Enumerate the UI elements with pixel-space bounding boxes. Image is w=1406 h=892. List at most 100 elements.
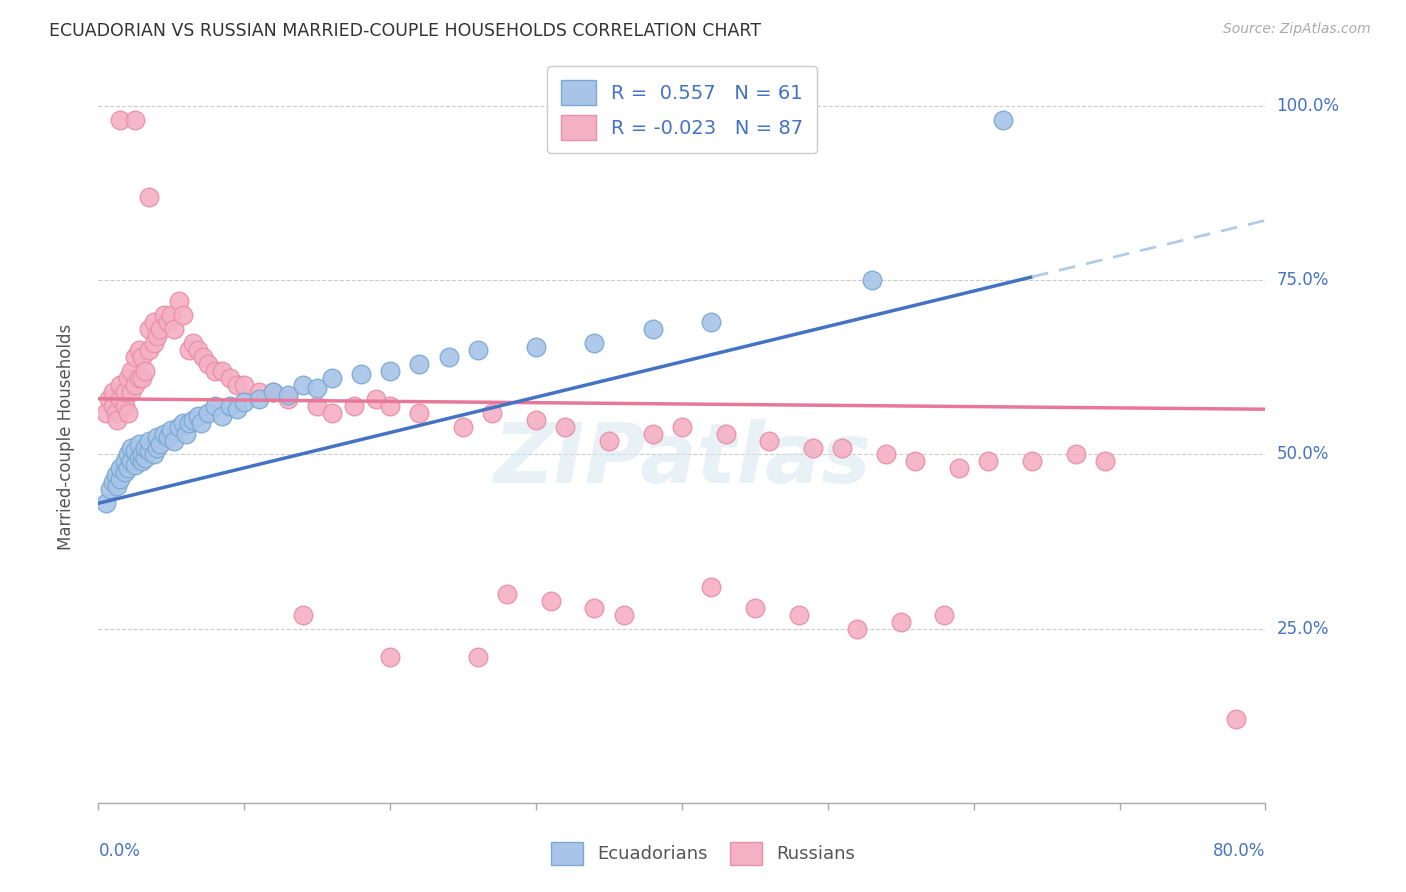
Point <box>583 336 606 351</box>
Point <box>120 384 142 399</box>
Point <box>496 587 519 601</box>
Point <box>211 364 233 378</box>
Point <box>134 441 156 455</box>
Point <box>157 430 180 444</box>
Point <box>149 437 172 451</box>
Point <box>247 384 270 399</box>
Point <box>117 448 139 462</box>
Point <box>128 450 150 465</box>
Point <box>105 479 128 493</box>
Text: 75.0%: 75.0% <box>1277 271 1329 289</box>
Point <box>131 454 153 468</box>
Point <box>163 322 186 336</box>
Point <box>138 444 160 458</box>
Point <box>758 434 780 448</box>
Point <box>187 343 209 357</box>
Point <box>142 315 165 329</box>
Point <box>101 384 124 399</box>
Point <box>226 402 249 417</box>
Point <box>128 371 150 385</box>
Point <box>934 607 956 622</box>
Point <box>598 434 620 448</box>
Point <box>110 377 132 392</box>
Point <box>193 350 215 364</box>
Point <box>612 607 634 622</box>
Point <box>104 406 127 420</box>
Point <box>117 371 139 385</box>
Point <box>172 416 194 430</box>
Point <box>277 388 299 402</box>
Point <box>291 377 314 392</box>
Point <box>1094 454 1116 468</box>
Point <box>977 454 1000 468</box>
Point <box>204 399 226 413</box>
Point <box>321 371 343 385</box>
Point <box>451 419 474 434</box>
Point <box>114 454 136 468</box>
Point <box>714 426 737 441</box>
Text: ZIPatlas: ZIPatlas <box>494 418 870 500</box>
Point <box>134 450 156 465</box>
Point <box>197 406 219 420</box>
Point <box>97 392 120 406</box>
Point <box>174 426 197 441</box>
Point <box>380 399 402 413</box>
Point <box>262 384 284 399</box>
Point <box>991 113 1014 128</box>
Point <box>831 441 853 455</box>
Point <box>437 350 460 364</box>
Point <box>110 461 132 475</box>
Text: 80.0%: 80.0% <box>1213 842 1265 860</box>
Point <box>226 377 249 392</box>
Point <box>131 371 153 385</box>
Point <box>187 409 209 424</box>
Point <box>307 381 329 395</box>
Point <box>343 399 366 413</box>
Point <box>124 458 146 472</box>
Point <box>408 357 430 371</box>
Point <box>641 426 664 441</box>
Point <box>138 343 160 357</box>
Point <box>744 600 766 615</box>
Text: 100.0%: 100.0% <box>1277 97 1340 115</box>
Point <box>787 607 810 622</box>
Point <box>291 607 314 622</box>
Point <box>138 190 160 204</box>
Point <box>94 406 117 420</box>
Point <box>247 392 270 406</box>
Point <box>481 406 503 420</box>
Point <box>120 441 142 455</box>
Point <box>190 416 212 430</box>
Point <box>181 336 204 351</box>
Point <box>197 357 219 371</box>
Point <box>875 448 897 462</box>
Point <box>801 441 824 455</box>
Point <box>131 448 153 462</box>
Point <box>124 444 146 458</box>
Point <box>120 454 142 468</box>
Point <box>163 434 186 448</box>
Legend: Ecuadorians, Russians: Ecuadorians, Russians <box>541 833 865 874</box>
Point <box>131 350 153 364</box>
Point <box>134 364 156 378</box>
Point <box>1064 448 1087 462</box>
Point <box>167 294 190 309</box>
Point <box>948 461 970 475</box>
Point <box>114 384 136 399</box>
Text: 25.0%: 25.0% <box>1277 620 1329 638</box>
Point <box>117 406 139 420</box>
Point <box>540 594 562 608</box>
Point <box>149 322 172 336</box>
Point <box>117 461 139 475</box>
Point <box>1021 454 1043 468</box>
Point <box>181 412 204 426</box>
Point <box>167 419 190 434</box>
Point <box>98 483 121 497</box>
Point <box>364 392 387 406</box>
Point <box>671 419 693 434</box>
Point <box>177 416 200 430</box>
Point <box>641 322 664 336</box>
Point <box>110 472 132 486</box>
Text: 50.0%: 50.0% <box>1277 445 1329 464</box>
Legend: R =  0.557   N = 61, R = -0.023   N = 87: R = 0.557 N = 61, R = -0.023 N = 87 <box>547 66 817 153</box>
